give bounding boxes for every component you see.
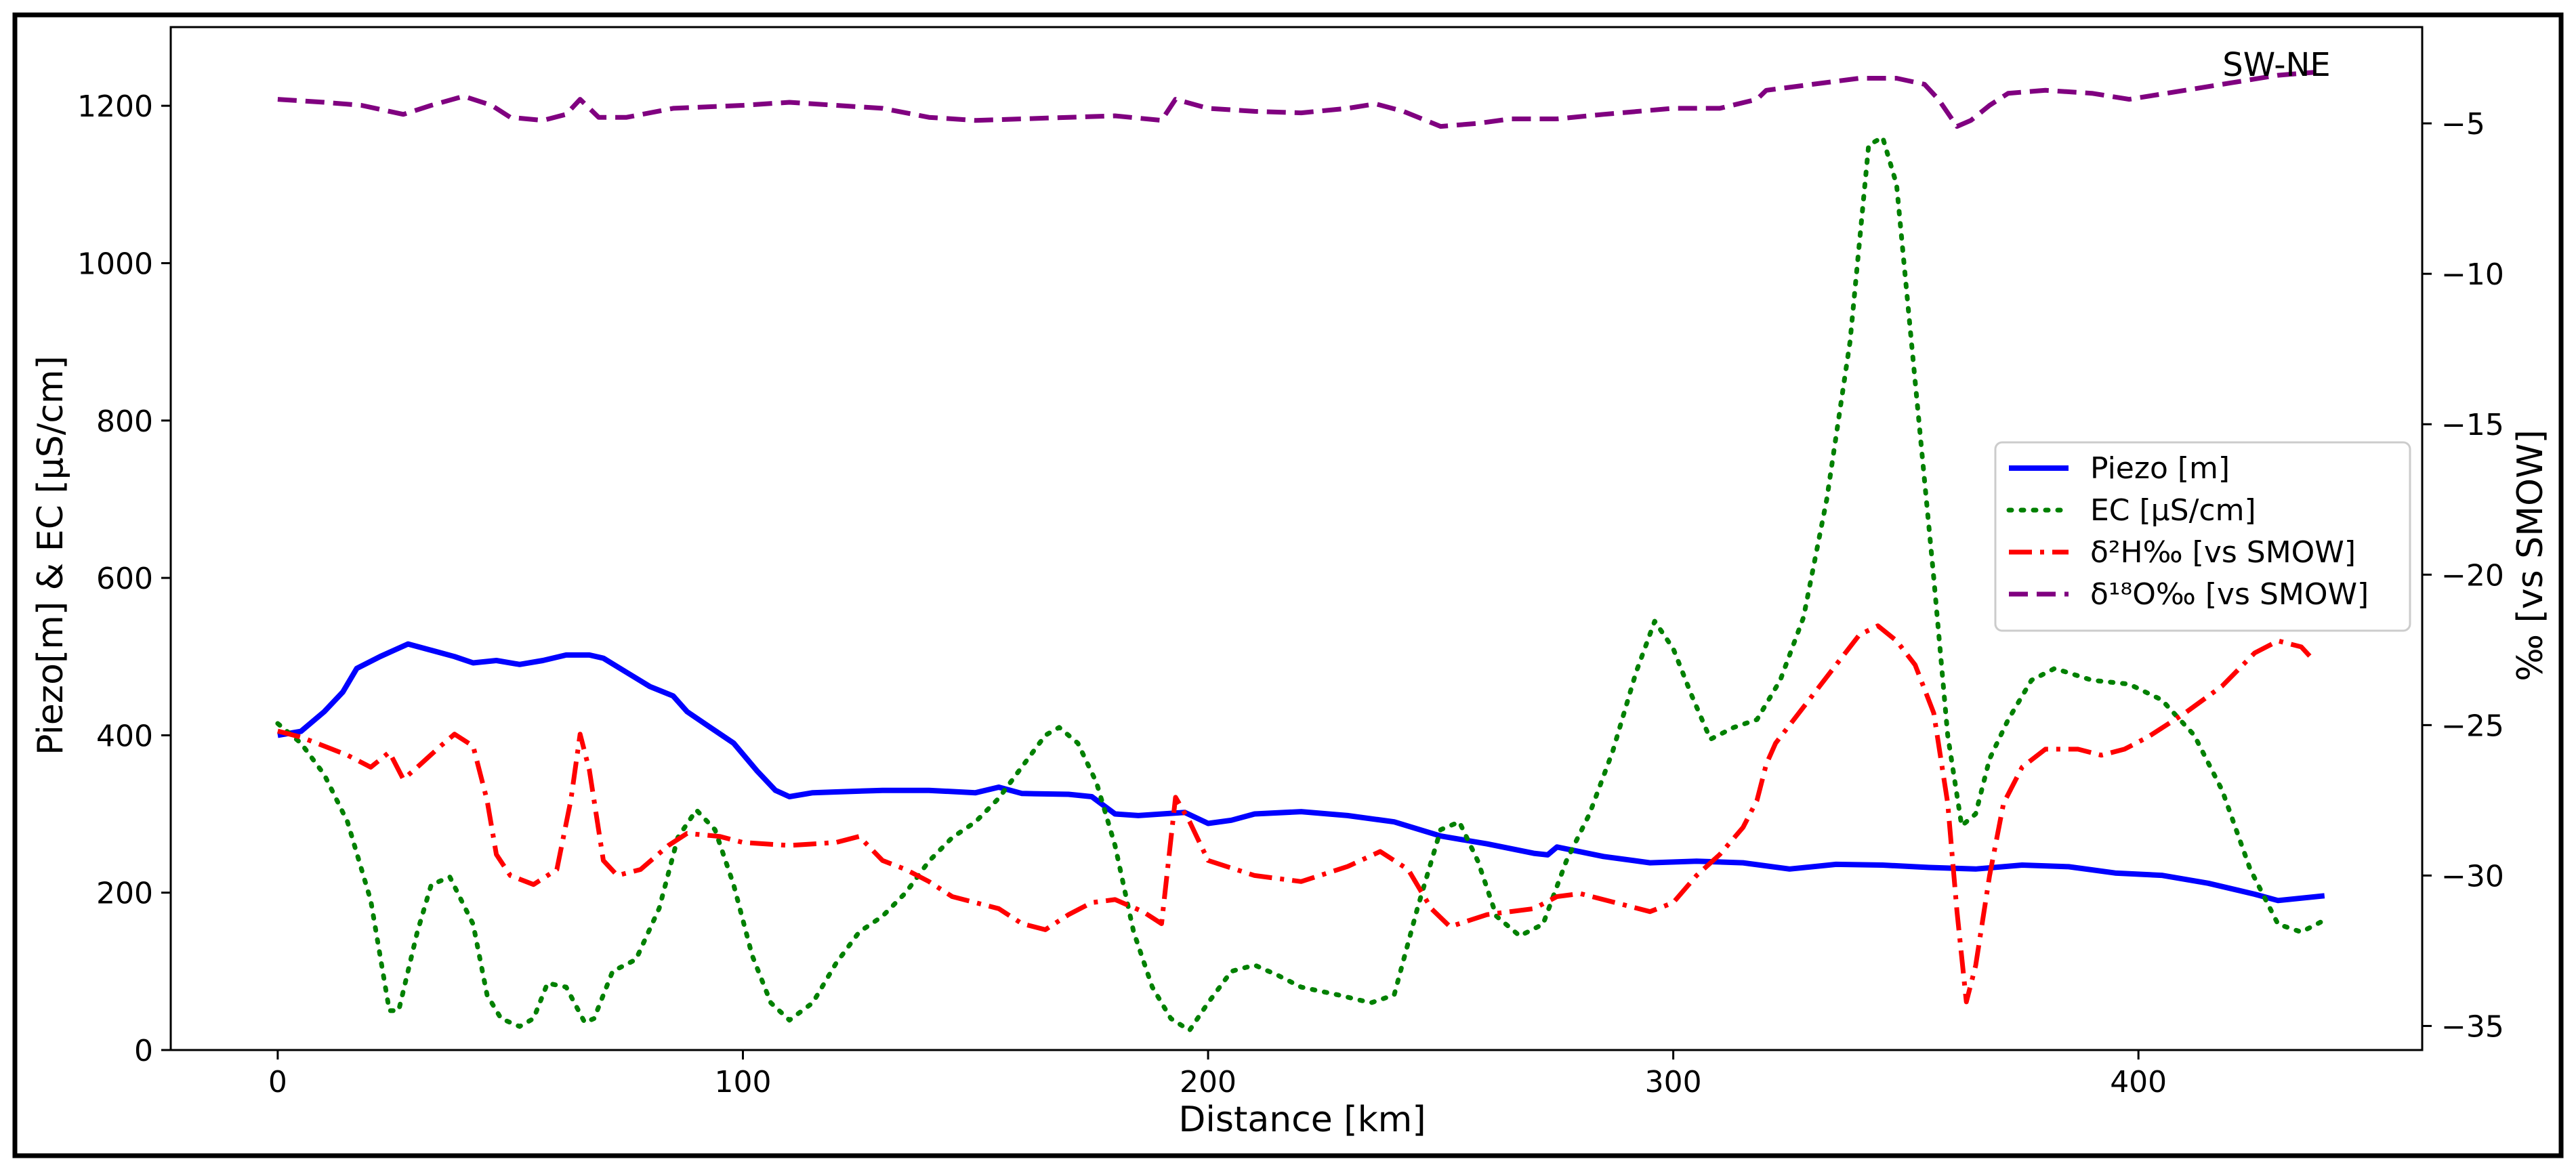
legend: Piezo [m] EC [µS/cm] δ²H‰ [vs SMOW] δ¹⁸O‰ [… — [1994, 441, 2411, 632]
legend-label-1: Piezo [m] — [2090, 451, 2230, 486]
chart-annotation: SW-NE — [2222, 46, 2331, 84]
y-axis-label-right: ‰ [vs SMOW] — [2510, 429, 2551, 682]
y-right-tick-label: −20 — [2441, 558, 2504, 593]
series-line-2 — [275, 135, 2327, 1033]
figure-border — [12, 12, 2564, 1158]
plot-layer — [275, 70, 2327, 1033]
y-right-tick-label: −15 — [2441, 408, 2504, 442]
legend-label-3: δ²H‰ [vs SMOW] — [2090, 535, 2356, 570]
x-tick-label: 100 — [714, 1065, 771, 1099]
y-left-tick-label: 600 — [96, 562, 153, 596]
y-left-tick-label: 1200 — [77, 89, 153, 124]
x-axis-label: Distance [km] — [1178, 1099, 1426, 1140]
y-left-tick-label: 400 — [96, 719, 153, 753]
y-right-tick-label: −30 — [2441, 859, 2504, 894]
legend-label-4: δ¹⁸O‰ [vs SMOW] — [2090, 577, 2369, 612]
legend-box — [1994, 441, 2411, 632]
y-left-tick-label: 800 — [96, 404, 153, 439]
x-tick-label: 300 — [1645, 1065, 1702, 1099]
y-axis-label-left: Piezo[m] & EC [µS/cm] — [30, 356, 71, 755]
series-line-4 — [277, 70, 2316, 129]
y-right-tick-label: −35 — [2441, 1009, 2504, 1044]
x-tick-label: 200 — [1180, 1065, 1237, 1099]
x-tick-label: 400 — [2110, 1065, 2167, 1099]
axes-layer: 0 100 200 300 400 0 200 400 600 800 1000 1200 −35 −30… — [77, 26, 2504, 1099]
y-right-tick-label: −25 — [2441, 709, 2504, 743]
plot-frame — [169, 26, 2424, 1051]
y-right-tick-label: −5 — [2441, 107, 2485, 142]
series-line-1 — [277, 641, 2325, 904]
y-left-tick-label: 0 — [134, 1034, 153, 1068]
y-right-tick-label: −10 — [2441, 257, 2504, 292]
y-left-tick-label: 200 — [96, 877, 153, 911]
series-line-3 — [277, 623, 2317, 1005]
legend-label-2: EC [µS/cm] — [2090, 493, 2256, 528]
x-tick-label: 0 — [268, 1065, 287, 1099]
y-left-tick-label: 1000 — [77, 247, 153, 281]
